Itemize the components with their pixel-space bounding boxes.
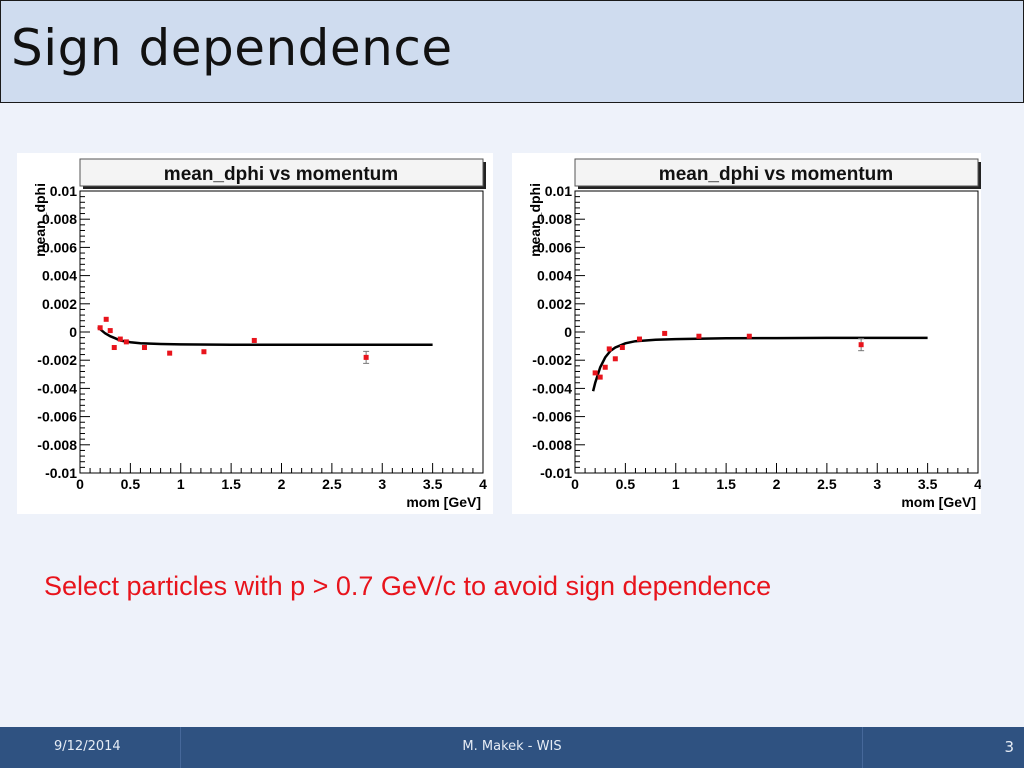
x-tick-label: 0.5 bbox=[121, 476, 141, 492]
x-tick-label: 2 bbox=[773, 476, 781, 492]
x-tick-label: 1.5 bbox=[716, 476, 736, 492]
chart-title: mean_dphi vs momentum bbox=[659, 164, 893, 185]
fit-curve bbox=[591, 336, 928, 392]
y-tick-label: -0.01 bbox=[45, 465, 77, 481]
y-axis-label: mean_dphi bbox=[527, 183, 543, 257]
y-tick-label: -0.01 bbox=[540, 465, 572, 481]
y-tick-label: 0.004 bbox=[537, 268, 572, 284]
title-bar: Sign dependence bbox=[0, 0, 1024, 103]
x-axis-label: mom [GeV] bbox=[901, 494, 976, 510]
y-tick-label: -0.002 bbox=[532, 352, 572, 368]
x-tick-label: 1 bbox=[672, 476, 680, 492]
data-point bbox=[696, 333, 702, 339]
data-point bbox=[619, 345, 625, 351]
data-point bbox=[123, 339, 129, 345]
plot-left: mean_dphi vs momentum -0.01 -0.008 -0.006 -0… bbox=[17, 153, 493, 514]
data-point bbox=[612, 356, 618, 362]
y-tick-label: 0.004 bbox=[42, 268, 77, 284]
y-tick-label: -0.004 bbox=[532, 380, 572, 396]
x-tick-label: 0 bbox=[571, 476, 579, 492]
data-point bbox=[111, 345, 117, 351]
x-tick-label: 4 bbox=[479, 476, 487, 492]
x-tick-label: 2.5 bbox=[817, 476, 837, 492]
chart-svg: mean_dphi vs momentum -0.01 -0.008 -0.006 -0… bbox=[527, 158, 981, 510]
y-tick-label: 0.006 bbox=[537, 239, 572, 255]
footer-page-number: 3 bbox=[1004, 738, 1014, 756]
data-point bbox=[251, 337, 257, 343]
data-point bbox=[597, 374, 603, 380]
y-tick-label: 0.008 bbox=[537, 211, 572, 227]
x-tick-label: 3.5 bbox=[918, 476, 938, 492]
data-point bbox=[97, 325, 103, 331]
data-point bbox=[592, 370, 598, 376]
data-point bbox=[103, 316, 109, 322]
data-point bbox=[107, 328, 113, 334]
data-point bbox=[636, 336, 642, 342]
data-point bbox=[662, 330, 668, 336]
data-point bbox=[602, 364, 608, 370]
chart-svg: mean_dphi vs momentum -0.01 -0.008 -0.006 -0… bbox=[32, 158, 487, 510]
x-tick-label: 3 bbox=[378, 476, 386, 492]
y-tick-label: 0.01 bbox=[50, 183, 77, 199]
y-tick-label: -0.002 bbox=[37, 352, 77, 368]
y-tick-label: 0 bbox=[564, 324, 572, 340]
y-tick-label: 0.006 bbox=[42, 239, 77, 255]
x-tick-label: 0 bbox=[76, 476, 84, 492]
x-tick-label: 2.5 bbox=[322, 476, 342, 492]
footer-date: 9/12/2014 bbox=[54, 739, 121, 754]
data-point bbox=[746, 333, 752, 339]
y-axis-label: mean_dphi bbox=[32, 183, 48, 257]
x-tick-label: 0.5 bbox=[616, 476, 636, 492]
fit-curve bbox=[97, 326, 433, 346]
y-tick-label: 0 bbox=[69, 324, 77, 340]
footer-divider bbox=[180, 727, 181, 768]
data-point bbox=[363, 354, 369, 360]
plot-frame bbox=[79, 190, 484, 474]
y-tick-label: -0.008 bbox=[532, 437, 572, 453]
footer-divider bbox=[862, 727, 863, 768]
y-tick-label: 0.008 bbox=[42, 211, 77, 227]
plot-frame bbox=[574, 190, 979, 474]
x-axis-label: mom [GeV] bbox=[406, 494, 481, 510]
y-tick-label: -0.006 bbox=[532, 409, 572, 425]
data-point bbox=[606, 346, 612, 352]
data-point bbox=[858, 342, 864, 348]
footer-author: M. Makek - WIS bbox=[462, 739, 562, 754]
footer: 9/12/2014 M. Makek - WIS 3 bbox=[0, 727, 1024, 768]
x-tick-label: 2 bbox=[278, 476, 286, 492]
y-tick-label: -0.008 bbox=[37, 437, 77, 453]
data-point bbox=[201, 349, 207, 355]
x-tick-label: 1.5 bbox=[221, 476, 241, 492]
x-tick-label: 1 bbox=[177, 476, 185, 492]
data-point bbox=[141, 345, 147, 351]
y-tick-label: -0.006 bbox=[37, 409, 77, 425]
y-tick-label: 0.002 bbox=[42, 296, 77, 312]
data-point bbox=[117, 336, 123, 342]
title-box bbox=[574, 158, 979, 187]
x-tick-label: 3 bbox=[873, 476, 881, 492]
title-box bbox=[79, 158, 484, 187]
x-tick-label: 4 bbox=[974, 476, 981, 492]
chart-title: mean_dphi vs momentum bbox=[164, 164, 398, 185]
slide-title: Sign dependence bbox=[11, 19, 453, 77]
slide-note: Select particles with p > 0.7 GeV/c to a… bbox=[44, 571, 772, 601]
plot-right: mean_dphi vs momentum -0.01 -0.008 -0.006 -0… bbox=[512, 153, 981, 514]
y-tick-label: -0.004 bbox=[37, 380, 77, 396]
x-tick-label: 3.5 bbox=[423, 476, 443, 492]
data-point bbox=[167, 350, 173, 356]
y-tick-label: 0.002 bbox=[537, 296, 572, 312]
y-tick-label: 0.01 bbox=[545, 183, 572, 199]
